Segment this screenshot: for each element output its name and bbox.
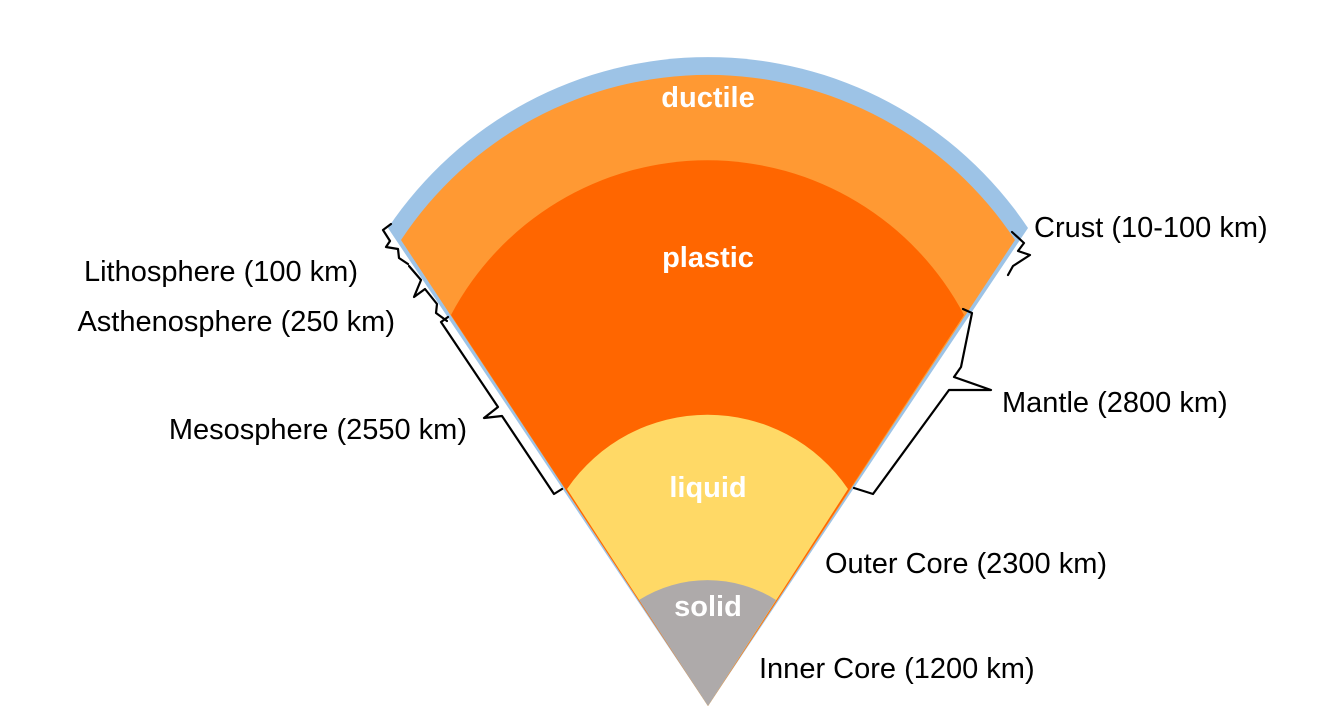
ductile-label: ductile [661,82,754,114]
lithosphere-label: Lithosphere (100 km) [84,256,358,288]
liquid-label: liquid [669,472,746,504]
plastic-label: plastic [662,242,754,274]
crust-label: Crust (10-100 km) [1034,212,1268,244]
asthenosphere-label: Asthenosphere (250 km) [77,306,395,338]
solid-label: solid [674,591,742,623]
inner-core-label: Inner Core (1200 km) [759,653,1035,685]
mantle-label: Mantle (2800 km) [1002,387,1228,419]
mesosphere-label: Mesosphere (2550 km) [169,414,467,446]
brittle-label: brittle [668,20,749,52]
outer-core-label: Outer Core (2300 km) [825,548,1107,580]
